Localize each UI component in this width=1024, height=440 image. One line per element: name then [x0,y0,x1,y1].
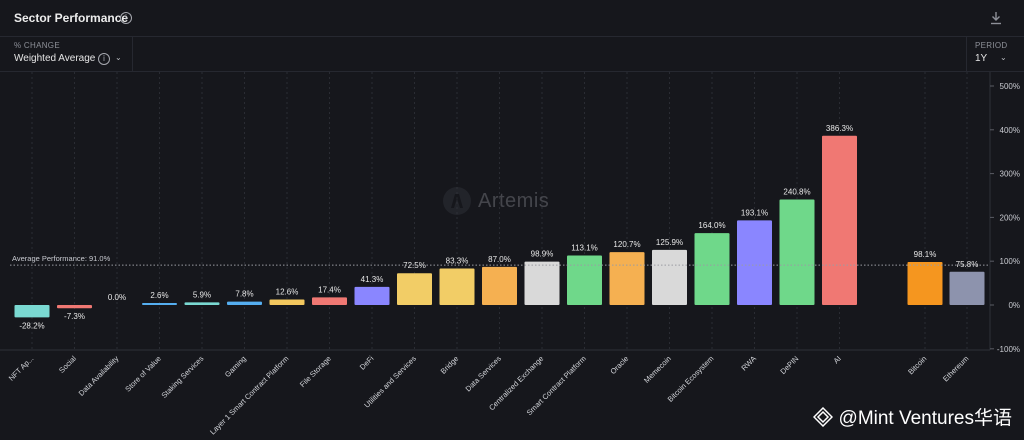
x-tick-label: Layer 1 Smart Contract Platform [208,354,290,436]
bar-value-label: 17.4% [318,285,341,294]
x-tick-label: Bridge [439,354,461,376]
bar-value-label: 193.1% [741,208,768,217]
bar [184,302,220,305]
control-divider [132,37,133,71]
period-select[interactable]: 1Y [975,53,988,64]
x-tick-label: File Storage [298,354,333,389]
bar [269,299,305,305]
bar-value-label: 113.1% [571,243,598,252]
bar [397,273,432,305]
x-tick-label: Bitcoin [906,354,928,376]
bar [227,301,262,305]
y-tick-label: 0% [1008,301,1020,310]
bar [142,303,177,305]
bar-value-label: 72.5% [403,261,426,270]
chevron-down-icon[interactable]: ⌄ [1000,53,1007,62]
x-tick-label: Data Availability [77,354,121,398]
bar [779,199,815,305]
bar-value-label: 0.0% [108,293,126,302]
bar-value-label: 240.8% [783,188,810,197]
artemis-logo-icon [443,187,471,215]
artemis-mark-text: Artemis [478,189,550,212]
x-tick-label: Social [57,354,78,375]
x-tick-label: RWA [739,354,757,372]
bar-value-label: 7.8% [235,290,253,299]
bar [14,305,50,318]
panel-header: Sector Performance i [0,0,1024,37]
control-divider [966,37,967,71]
y-tick-label: 300% [1000,170,1020,179]
bar-value-label: 2.6% [150,291,168,300]
change-label: % CHANGE [14,41,60,50]
bar [312,297,347,305]
bar [524,261,560,305]
artemis-watermark: Artemis [442,186,549,216]
change-info-icon[interactable]: i [98,53,110,65]
x-tick-label: Bitcoin Ecosystem [666,354,716,404]
download-icon[interactable] [990,11,1002,25]
bar-value-label: -7.3% [64,312,85,321]
bar [609,252,645,305]
bar [57,305,92,309]
bar [949,271,985,305]
bar-value-label: 5.9% [193,290,211,299]
bar [652,249,687,305]
x-tick-label: Store of Value [123,354,163,394]
bar-value-label: 12.6% [276,287,299,296]
mint-ventures-watermark: @Mint Ventures华语 [812,403,1012,430]
bar [737,220,772,305]
bar-value-label: 164.0% [698,221,725,230]
bar [694,233,730,305]
bar-value-label: 125.9% [656,238,683,247]
x-tick-label: Memecoin [642,354,673,385]
bar-value-label: 83.3% [446,257,469,266]
average-label: Average Performance: 91.0% [12,254,111,263]
bar-value-label: -28.2% [19,321,44,330]
y-tick-label: 200% [1000,213,1020,222]
bar-value-label: 120.7% [613,240,640,249]
bar-value-label: 75.8% [956,260,979,269]
x-tick-label: AI [832,354,843,365]
x-tick-label: DePIN [778,354,800,376]
y-tick-label: -100% [997,345,1020,354]
bar [482,266,517,305]
change-select[interactable]: Weighted Average [14,53,96,64]
bar [439,268,475,305]
info-icon[interactable]: i [120,12,132,24]
x-tick-label: NFT Ap... [7,354,36,383]
mint-ventures-logo-icon [812,406,833,427]
x-tick-label: Gaming [223,354,248,379]
bar-value-label: 98.1% [914,250,937,259]
bar-value-label: 98.9% [531,250,554,259]
bar-chart: 500% 400% 300% 200% 100% 0% -100% -28.2% NFT Ap.… [0,72,1020,436]
watermark-text: @Mint Ventures华语 [838,408,1012,429]
bar-value-label: 41.3% [361,275,384,284]
x-tick-label: Oracle [608,354,630,376]
bar [567,255,602,305]
period-label: PERIOD [975,41,1008,50]
x-tick-label: Ethereum [941,354,970,383]
panel-title: Sector Performance [14,11,129,25]
x-tick-label: Staking Services [160,354,206,400]
bar [907,262,943,305]
y-tick-label: 400% [1000,126,1020,135]
chevron-down-icon[interactable]: ⌄ [115,53,122,62]
controls-bar: % CHANGE Weighted Average i ⌄ PERIOD 1Y … [0,37,1024,72]
y-tick-label: 500% [1000,82,1020,91]
y-tick-label: 100% [1000,257,1020,266]
x-tick-label: DeFi [358,354,376,372]
bar-value-label: 87.0% [488,255,511,264]
bar [822,135,857,305]
bar [354,286,390,305]
x-tick-label: Data Services [464,354,504,394]
bar-value-label: 386.3% [826,124,853,133]
